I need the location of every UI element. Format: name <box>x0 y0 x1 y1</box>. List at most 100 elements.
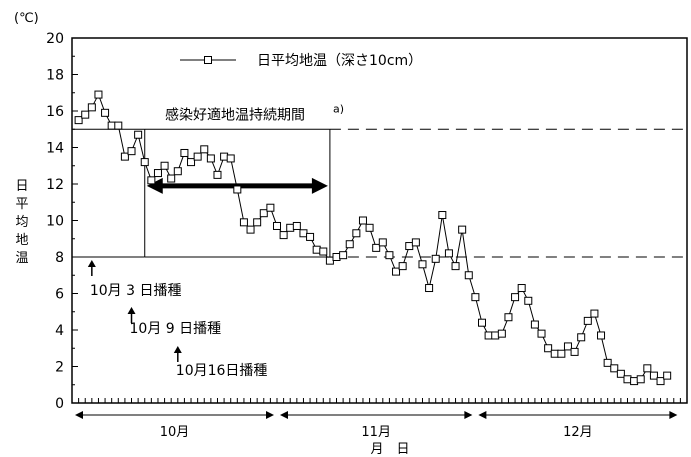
sowing-arrow-head <box>87 260 96 267</box>
month-ranges: 10月 11月 12月 <box>75 411 678 440</box>
period-arrow-head-right <box>311 177 328 194</box>
y-tick-label: 0 <box>55 396 64 412</box>
data-point <box>365 223 374 232</box>
data-point <box>220 152 229 161</box>
sowing-label: 10月16日播種 <box>176 363 268 379</box>
data-point <box>339 251 348 260</box>
y-tick-label: 2 <box>55 360 64 376</box>
y-unit-label: (℃) <box>14 11 39 26</box>
y-axis-label-char: 地 <box>15 233 28 248</box>
data-point <box>636 375 645 384</box>
data-point <box>246 225 255 234</box>
data-point <box>590 309 599 318</box>
data-point <box>643 364 652 373</box>
data-point <box>530 320 539 329</box>
data-point <box>325 256 334 265</box>
data-point <box>226 154 235 163</box>
month-label: 10月 <box>160 425 190 440</box>
x-ticks <box>71 398 688 403</box>
data-point <box>425 284 434 293</box>
y-axis-label: 日平均地温 <box>15 179 28 266</box>
data-point <box>286 223 295 232</box>
data-point <box>497 329 506 338</box>
data-point <box>306 232 315 241</box>
y-tick-label: 20 <box>46 31 64 47</box>
data-point <box>623 375 632 384</box>
data-point <box>537 329 546 338</box>
data-point <box>147 176 156 185</box>
data-point <box>345 240 354 249</box>
data-point <box>81 110 90 119</box>
data-point <box>398 262 407 271</box>
data-point <box>319 247 328 256</box>
data-point <box>517 284 526 293</box>
data-point <box>563 342 572 351</box>
data-point <box>504 313 513 322</box>
data-point <box>120 152 129 161</box>
data-point <box>167 174 176 183</box>
y-tick-label: 4 <box>55 323 64 339</box>
data-point <box>259 209 268 218</box>
month-arrow-left <box>478 411 487 419</box>
data-point <box>74 116 83 125</box>
x-axis-label: 月 日 <box>370 442 409 457</box>
period-label: 感染好適地温持続期間 <box>165 106 305 123</box>
data-point <box>299 229 308 238</box>
data-point <box>127 147 136 156</box>
data-point <box>114 121 123 130</box>
data-point <box>292 221 301 230</box>
series <box>74 90 672 386</box>
y-axis-label-char: 均 <box>15 215 28 230</box>
y-tick-label: 14 <box>46 141 64 157</box>
data-point <box>160 161 169 170</box>
data-point <box>200 145 209 154</box>
data-point <box>392 267 401 276</box>
legend-label: 日平均地温（深さ10cm） <box>257 53 422 69</box>
data-point <box>180 148 189 157</box>
data-point <box>577 333 586 342</box>
data-point <box>491 331 500 340</box>
data-point <box>378 238 387 247</box>
data-point <box>87 103 96 112</box>
y-axis-label-char: 平 <box>15 197 28 212</box>
plot-frame <box>71 37 688 404</box>
data-point <box>405 242 414 251</box>
data-point <box>239 218 248 227</box>
data-point <box>173 167 182 176</box>
data-point <box>610 364 619 373</box>
data-point <box>279 231 288 240</box>
data-point <box>332 253 341 261</box>
data-point <box>583 316 592 325</box>
unit-label: (℃) <box>14 11 39 26</box>
data-point <box>418 260 427 269</box>
month-label: 11月 <box>361 425 391 440</box>
data-point <box>107 121 116 130</box>
data-point <box>312 245 321 254</box>
legend-marker <box>204 56 212 64</box>
month-arrow-left <box>280 411 288 419</box>
data-point <box>372 243 381 252</box>
data-point <box>94 90 103 99</box>
data-point <box>411 238 420 247</box>
data-point <box>663 371 672 380</box>
data-point <box>253 218 262 227</box>
data-point <box>464 271 473 280</box>
data-point <box>266 203 275 212</box>
data-point <box>616 369 625 378</box>
data-point <box>511 293 520 302</box>
data-point <box>273 221 281 230</box>
sowing-annotations: 10月 3 日播種 10月 9 日播種 10月16日播種 <box>87 260 268 379</box>
data-point <box>630 377 639 386</box>
data-point <box>352 229 361 238</box>
y-tick-label: 12 <box>46 177 64 193</box>
y-tick-label: 10 <box>46 214 64 230</box>
data-point <box>649 371 658 380</box>
data-point <box>597 331 606 340</box>
data-point <box>484 331 493 340</box>
data-point <box>193 152 202 161</box>
data-point <box>431 254 440 263</box>
month-arrow-right <box>669 411 678 419</box>
data-point <box>134 130 143 139</box>
sowing-arrow-head <box>127 307 136 314</box>
